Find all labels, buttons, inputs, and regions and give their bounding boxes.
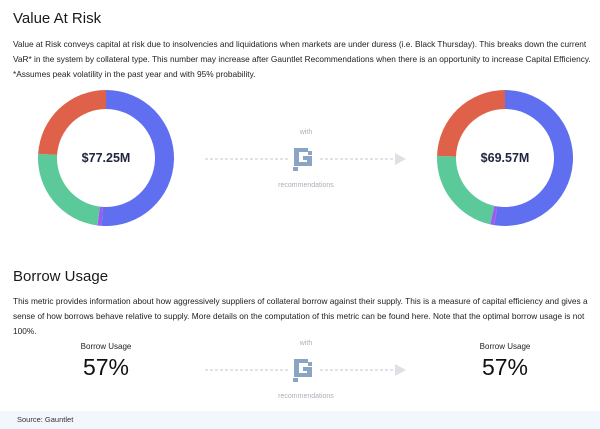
- with-label: with: [299, 129, 313, 136]
- var-donut-after: [437, 90, 573, 227]
- gauntlet-logo-icon: [293, 148, 312, 171]
- borrow-before-value: 57%: [82, 354, 130, 380]
- borrow-description: This metric provides information about h…: [13, 296, 588, 336]
- donut-segment: [38, 90, 106, 155]
- with-label: with: [299, 340, 313, 347]
- var-before-total: $77.25M: [81, 151, 131, 165]
- arrow-head-icon: [395, 364, 406, 376]
- var-description: Value at Risk conveys capital at risk du…: [13, 39, 591, 79]
- recommendation-arrow: [205, 359, 406, 382]
- donut-segment: [494, 90, 573, 227]
- recommendations-label: recommendations: [278, 182, 334, 189]
- donut-segment: [437, 155, 495, 225]
- gauntlet-logo-icon: [293, 359, 312, 382]
- donut-segment: [437, 90, 505, 157]
- donut-segment: [101, 90, 175, 226]
- recommendations-label: recommendations: [278, 393, 334, 400]
- footer: Source: Gauntlet: [0, 411, 600, 429]
- donut-segment: [490, 205, 498, 226]
- donut-segment: [97, 206, 103, 226]
- arrow-head-icon: [395, 153, 406, 165]
- borrow-after-value: 57%: [481, 354, 529, 380]
- var-donut-before: [38, 90, 175, 226]
- donut-segment: [38, 153, 100, 226]
- borrow-after-label: Borrow Usage: [479, 342, 531, 351]
- var-title: Value At Risk: [13, 10, 102, 27]
- borrow-title: Borrow Usage: [13, 268, 109, 285]
- source-text: Source: Gauntlet: [17, 415, 74, 424]
- recommendation-arrow: [205, 148, 406, 171]
- borrow-before-label: Borrow Usage: [80, 342, 132, 351]
- var-after-total: $69.57M: [480, 151, 530, 165]
